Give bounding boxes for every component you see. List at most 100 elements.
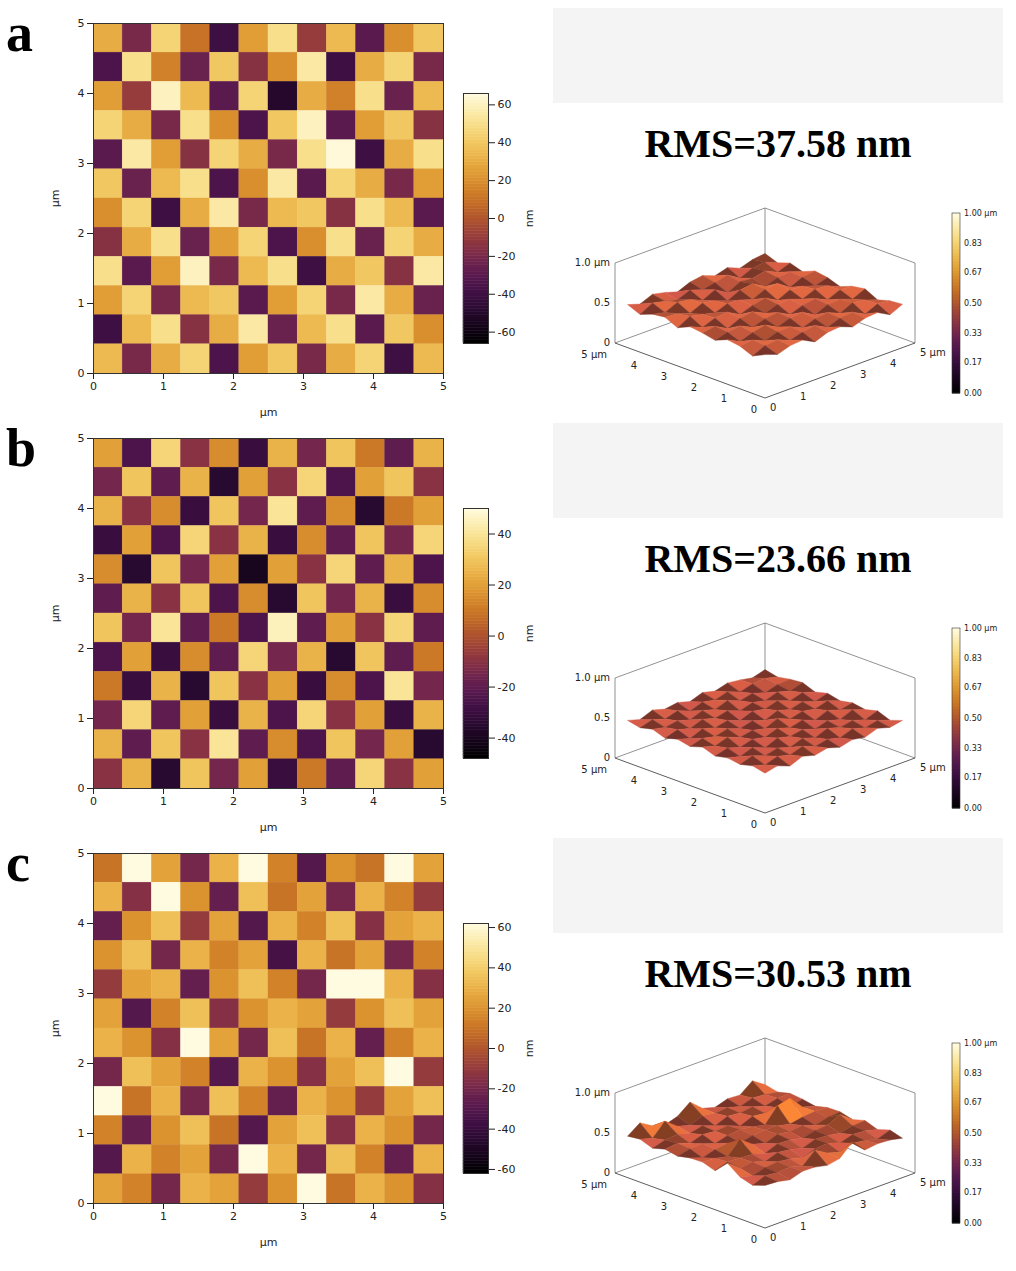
svg-text:1: 1	[721, 808, 727, 819]
svg-text:2: 2	[830, 795, 836, 806]
svg-text:2: 2	[230, 1210, 237, 1223]
svg-text:5 µm: 5 µm	[920, 347, 946, 358]
svg-text:0: 0	[751, 1234, 757, 1245]
svg-text:0.5: 0.5	[594, 712, 610, 723]
svg-text:0.50: 0.50	[964, 714, 982, 723]
svg-text:0.67: 0.67	[964, 1098, 982, 1107]
svg-text:4: 4	[370, 1210, 377, 1223]
svg-text:5: 5	[78, 17, 85, 30]
svg-text:4: 4	[370, 795, 377, 808]
svg-text:4: 4	[890, 358, 896, 369]
svg-text:0.17: 0.17	[964, 1188, 982, 1197]
svg-text:0: 0	[770, 1232, 776, 1243]
svg-text:1.0 µm: 1.0 µm	[575, 1087, 610, 1098]
svg-text:3: 3	[300, 795, 307, 808]
svg-text:-40: -40	[498, 288, 516, 301]
svg-text:5 µm: 5 µm	[920, 1177, 946, 1188]
svg-text:40: 40	[498, 528, 512, 541]
svg-text:2: 2	[78, 227, 85, 240]
svg-text:3: 3	[78, 157, 85, 170]
svg-text:0.83: 0.83	[964, 654, 982, 663]
svg-text:5: 5	[440, 1210, 447, 1223]
svg-text:40: 40	[498, 136, 512, 149]
svg-text:µm: µm	[49, 1020, 62, 1038]
svg-text:0: 0	[751, 819, 757, 830]
svg-text:-20: -20	[498, 1082, 516, 1095]
svg-text:0.83: 0.83	[964, 1069, 982, 1078]
svg-text:0: 0	[78, 367, 85, 380]
svg-text:-20: -20	[498, 250, 516, 263]
svg-text:0.83: 0.83	[964, 239, 982, 248]
svg-text:0: 0	[770, 817, 776, 828]
svg-text:3: 3	[300, 380, 307, 393]
svg-text:1: 1	[78, 1127, 85, 1140]
svg-text:2: 2	[691, 1212, 697, 1223]
svg-text:0: 0	[90, 380, 97, 393]
svg-text:3: 3	[300, 1210, 307, 1223]
svg-text:0: 0	[498, 212, 505, 225]
svg-text:0.00: 0.00	[964, 804, 982, 813]
svg-text:60: 60	[498, 98, 512, 111]
svg-text:0.17: 0.17	[964, 358, 982, 367]
svg-text:0: 0	[604, 1167, 610, 1178]
svg-text:2: 2	[230, 795, 237, 808]
svg-text:5: 5	[440, 380, 447, 393]
svg-text:1.00 µm: 1.00 µm	[964, 624, 997, 633]
svg-text:0: 0	[90, 1210, 97, 1223]
svg-text:µm: µm	[260, 821, 278, 834]
svg-text:4: 4	[78, 87, 85, 100]
svg-text:4: 4	[631, 775, 637, 786]
svg-text:2: 2	[830, 1210, 836, 1221]
svg-text:1: 1	[721, 393, 727, 404]
svg-text:20: 20	[498, 174, 512, 187]
svg-text:3: 3	[661, 1201, 667, 1212]
svg-text:5: 5	[440, 795, 447, 808]
svg-text:20: 20	[498, 1002, 512, 1015]
svg-text:1: 1	[78, 712, 85, 725]
svg-text:1: 1	[160, 795, 167, 808]
svg-text:1: 1	[160, 1210, 167, 1223]
svg-text:0.17: 0.17	[964, 773, 982, 782]
svg-text:-60: -60	[498, 1163, 516, 1176]
svg-text:4: 4	[78, 917, 85, 930]
svg-text:1.00 µm: 1.00 µm	[964, 209, 997, 218]
svg-text:5 µm: 5 µm	[920, 762, 946, 773]
svg-text:1.0 µm: 1.0 µm	[575, 257, 610, 268]
svg-text:µm: µm	[49, 190, 62, 208]
svg-text:2: 2	[830, 380, 836, 391]
svg-text:1: 1	[800, 1221, 806, 1232]
svg-text:-20: -20	[498, 681, 516, 694]
svg-text:0.50: 0.50	[964, 1129, 982, 1138]
svg-text:4: 4	[890, 773, 896, 784]
svg-text:1.0 µm: 1.0 µm	[575, 672, 610, 683]
svg-text:0: 0	[78, 1197, 85, 1210]
svg-text:0.33: 0.33	[964, 744, 982, 753]
svg-text:4: 4	[631, 360, 637, 371]
svg-text:4: 4	[78, 502, 85, 515]
svg-text:3: 3	[661, 786, 667, 797]
svg-text:5: 5	[78, 432, 85, 445]
svg-text:0.5: 0.5	[594, 1127, 610, 1138]
svg-text:0: 0	[770, 402, 776, 413]
svg-text:nm: nm	[523, 1040, 536, 1058]
svg-text:1: 1	[721, 1223, 727, 1234]
svg-text:1: 1	[800, 391, 806, 402]
svg-text:5 µm: 5 µm	[581, 349, 607, 360]
svg-text:0.00: 0.00	[964, 389, 982, 398]
svg-text:3: 3	[860, 369, 866, 380]
svg-text:3: 3	[860, 784, 866, 795]
svg-text:-40: -40	[498, 1123, 516, 1136]
svg-text:0.50: 0.50	[964, 299, 982, 308]
svg-text:0.33: 0.33	[964, 1159, 982, 1168]
svg-text:2: 2	[230, 380, 237, 393]
svg-text:0.00: 0.00	[964, 1219, 982, 1228]
svg-text:0.5: 0.5	[594, 297, 610, 308]
svg-text:4: 4	[370, 380, 377, 393]
svg-text:1.00 µm: 1.00 µm	[964, 1039, 997, 1048]
svg-text:µm: µm	[49, 605, 62, 623]
svg-text:-40: -40	[498, 732, 516, 745]
svg-text:1: 1	[160, 380, 167, 393]
svg-text:5: 5	[78, 847, 85, 860]
svg-text:0: 0	[604, 337, 610, 348]
svg-text:3: 3	[860, 1199, 866, 1210]
